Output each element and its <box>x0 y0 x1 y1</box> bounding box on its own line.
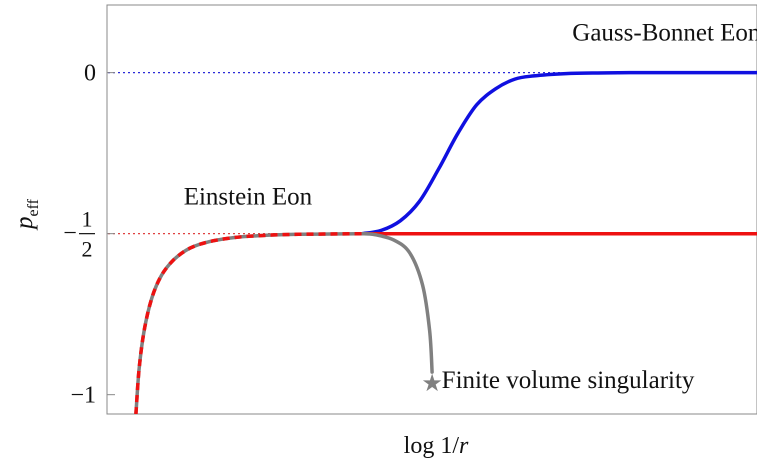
y-axis-label-main: p <box>11 216 38 231</box>
annotation-2: Finite volume singularity <box>442 367 695 394</box>
x-axis-label-log: log 1/ <box>404 433 460 459</box>
y-tick-label-minus: − <box>63 221 77 247</box>
y-tick-label-2: −1 <box>70 383 96 409</box>
y-ticks: 0−12−1 <box>63 61 115 409</box>
annotations: Gauss-Bonnet Eon Einstein Eon Finite volum… <box>184 19 757 394</box>
series-line-3 <box>134 231 363 414</box>
x-axis-label: log 1/r <box>404 433 469 459</box>
plot-frame <box>106 4 757 415</box>
y-axis-label: peff <box>11 198 42 231</box>
annotation-1: Einstein Eon <box>184 184 313 211</box>
y-tick-label-0: 0 <box>84 61 96 87</box>
y-tick-label-numerator: 1 <box>82 207 93 232</box>
series-line-2 <box>360 231 434 374</box>
y-tick-label-denominator: 2 <box>82 237 93 262</box>
series-line-3-base <box>134 231 363 414</box>
y-axis-label-sub: eff <box>25 198 42 216</box>
svg-text:peff: peff <box>11 198 42 231</box>
annotation-0: Gauss-Bonnet Eon <box>572 19 757 46</box>
x-axis-label-r: r <box>459 433 469 459</box>
singularity-star-marker: ★ <box>421 369 443 397</box>
series-group: ★ <box>134 70 757 414</box>
series-line-0 <box>360 70 757 236</box>
